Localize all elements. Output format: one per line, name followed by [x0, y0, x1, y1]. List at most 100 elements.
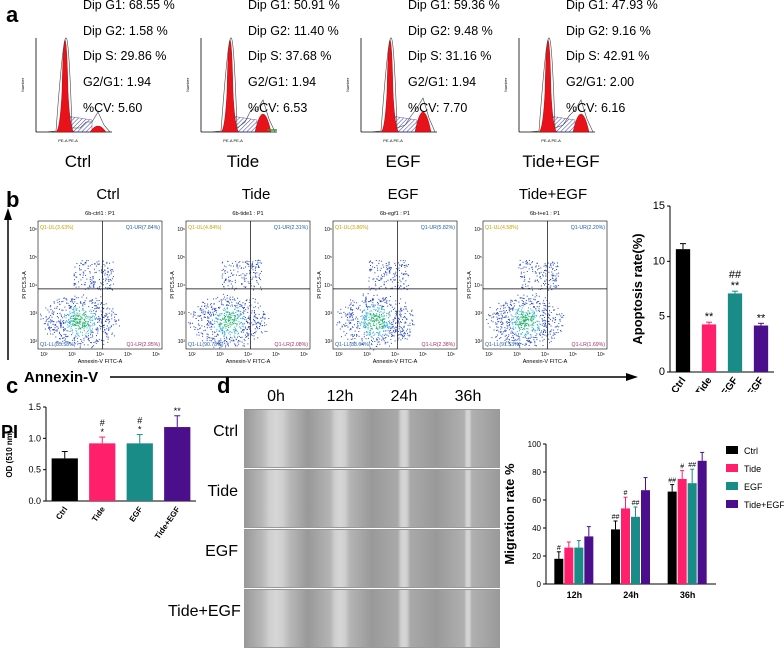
flow-group-label: Ctrl	[96, 186, 120, 203]
stat-g2-2: Dip G2: 9.48 %	[408, 24, 493, 38]
stat-ratio-3: G2/G1: 2.00	[566, 75, 635, 89]
flow-plot-1: 6b-tide1 : P1 Q1-UL(4.84%) Q1-UR(2.31%) Q1-…	[170, 211, 311, 365]
y-tick: 10²	[178, 339, 186, 345]
quadrant-ll: Q1-LL(90.78%)	[188, 342, 224, 348]
wound-image	[436, 469, 500, 528]
stat-g1-3: Dip G1: 47.93 %	[566, 0, 658, 12]
panel-a-label: a	[6, 2, 19, 27]
quadrant-ur: Q1-UR(7.84%)	[126, 225, 161, 231]
flow-group-label: Tide	[241, 186, 271, 203]
stat-cv-1: %CV: 6.53	[248, 101, 308, 115]
pi-arrow	[4, 208, 12, 360]
stat-s-3: Dip S: 42.91 %	[566, 49, 650, 63]
quadrant-lr: Q1-LR(2.95%)	[127, 342, 161, 348]
x-tick: Ctrl	[670, 375, 689, 392]
quadrant-lr: Q1-LR(1.69%)	[572, 342, 606, 348]
bar-Tide+EGF-36h	[697, 460, 707, 584]
y-tick: 10⁵	[474, 255, 482, 261]
y-tick: 10⁴	[177, 283, 185, 289]
quadrant-ul: Q1-UL(4.84%)	[188, 225, 222, 231]
wound-image	[308, 469, 372, 528]
bar-EGF	[126, 443, 153, 501]
flow-x-label: Annexin-V FITC-A	[226, 359, 271, 365]
wound-image	[244, 529, 308, 588]
stat-cv-0: %CV: 5.60	[83, 101, 143, 115]
x-tick: 10³	[68, 352, 76, 358]
cell-cycle-group-label: Tide	[226, 152, 260, 171]
bar-Tide+EGF-12h	[584, 536, 594, 584]
stat-ratio-1: G2/G1: 1.94	[248, 75, 317, 89]
sig-mark: ##	[729, 269, 742, 281]
quadrant-lr: Q1-LR(2.38%)	[422, 342, 456, 348]
sig-mark: #	[100, 418, 105, 428]
flow-plot-3: 6b-t+e1 : P1 Q1-UL(4.58%) Q1-UR(2.20%) Q1-L…	[467, 211, 608, 365]
row-label-1: Tide	[207, 483, 238, 500]
y-tick: 10³	[325, 311, 333, 317]
wound-image	[244, 409, 308, 468]
y-tick: 10⁴	[324, 283, 332, 289]
stat-g2-1: Dip G2: 11.40 %	[248, 24, 339, 38]
bar-Tide	[89, 443, 116, 501]
y-tick: 5	[659, 311, 665, 323]
quadrant-ul: Q1-UL(3.86%)	[335, 225, 369, 231]
x-tick: Tide	[90, 505, 107, 524]
legend-label: EGF	[744, 482, 763, 492]
sig-mark: #	[624, 490, 628, 497]
wound-image	[244, 469, 308, 528]
y-tick: 10⁵	[324, 255, 332, 261]
legend-label: Tide	[744, 464, 761, 474]
stat-s-2: Dip S: 31.16 %	[408, 49, 492, 63]
pi-axis-label: PI	[1, 422, 19, 442]
legend-swatch	[726, 446, 738, 454]
y-tick: 100	[528, 440, 542, 449]
x-tick: 10⁵	[569, 352, 577, 358]
legend-swatch	[726, 464, 738, 472]
y-tick: 10³	[475, 311, 483, 317]
svg-text:PE-A PE-A: PE-A PE-A	[58, 138, 78, 143]
y-tick: 10⁵	[177, 255, 185, 261]
bar-Ctrl	[675, 249, 691, 372]
x-tick: 10⁶	[300, 352, 308, 358]
bar-Ctrl-12h	[554, 558, 564, 584]
y-tick: 20	[532, 552, 541, 561]
x-tick: 10⁴	[541, 352, 549, 358]
x-tick: Tide+EGF	[153, 505, 182, 541]
y-tick: 0	[659, 366, 665, 378]
quadrant-ll: Q1-LL(88.64%)	[335, 342, 371, 348]
x-tick: 10²	[485, 352, 493, 358]
y-axis-label: OD (510 nm)	[5, 430, 14, 477]
time-label-0: 0h	[267, 388, 285, 405]
sig-mark: #	[680, 464, 684, 471]
y-tick: 0.5	[28, 465, 41, 475]
svg-text:Number: Number	[185, 77, 190, 92]
sig-mark: #	[557, 545, 561, 552]
legend-label: Ctrl	[744, 446, 758, 456]
x-tick: 10²	[188, 352, 196, 358]
svg-text:PE-A PE-A: PE-A PE-A	[541, 138, 561, 143]
histogram-3: Number PE-A PE-A	[503, 37, 595, 143]
sig-mark: #	[137, 416, 142, 426]
y-tick: 0	[537, 580, 542, 589]
x-tick: 10³	[363, 352, 371, 358]
flow-y-label: PI PC5.5-A	[170, 271, 176, 299]
quadrant-ur: Q1-UR(2.20%)	[571, 225, 606, 231]
sample-name: 6b-ctrl1 : P1	[85, 211, 115, 217]
svg-text:Number: Number	[345, 77, 350, 92]
g2-peak	[254, 113, 272, 133]
y-tick: 10³	[178, 311, 186, 317]
wound-image	[436, 529, 500, 588]
wound-image	[308, 529, 372, 588]
x-tick: EGF	[720, 375, 741, 392]
sample-name: 6b-tide1 : P1	[232, 211, 263, 217]
legend-label: Tide+EGF	[744, 500, 784, 510]
stat-cv-2: %CV: 7.70	[408, 101, 468, 115]
flow-group-label: EGF	[387, 186, 419, 203]
svg-text:Number: Number	[503, 77, 508, 92]
stat-s-1: Dip S: 37.68 %	[248, 49, 332, 63]
y-tick: 10³	[30, 311, 38, 317]
wound-image	[308, 409, 372, 468]
y-tick: 10⁵	[29, 255, 37, 261]
stat-ratio-0: G2/G1: 1.94	[83, 75, 152, 89]
sig-mark: *	[138, 425, 142, 435]
